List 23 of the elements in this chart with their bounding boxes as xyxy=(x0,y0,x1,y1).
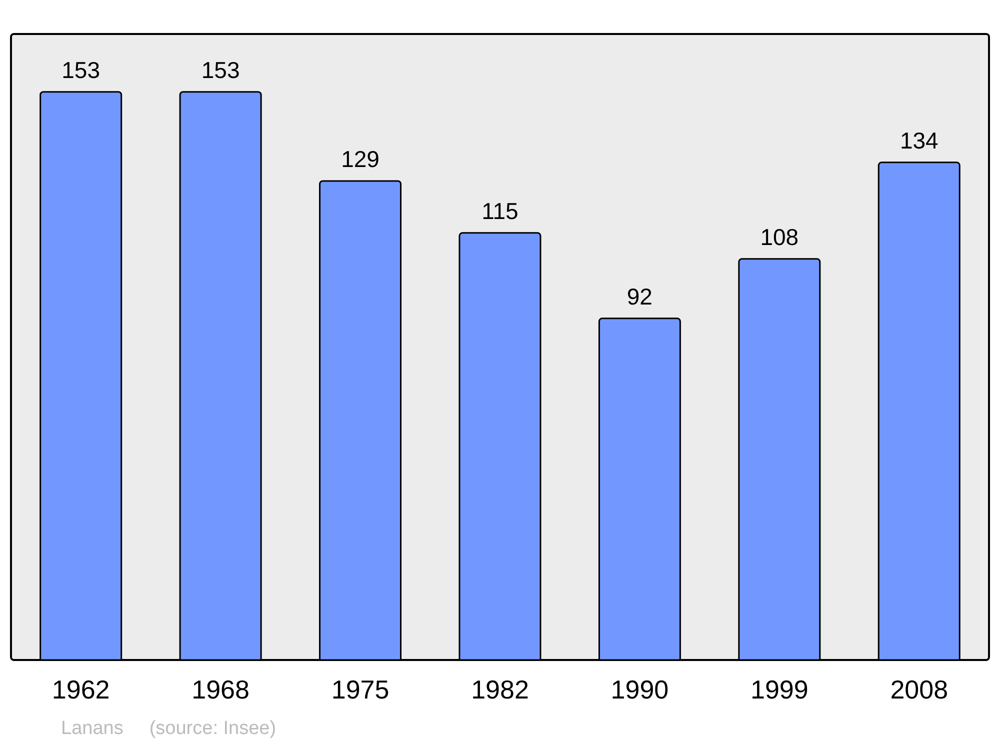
text: Lanans xyxy=(61,718,124,740)
x-tick-label: 1968 xyxy=(192,674,250,704)
data-label: 108 xyxy=(760,224,799,250)
x-tick-label: 1982 xyxy=(471,674,529,704)
bar xyxy=(458,232,542,661)
data-label: 153 xyxy=(201,56,240,83)
x-tick-label: 1999 xyxy=(750,674,808,704)
bar xyxy=(738,258,821,661)
data-label: 92 xyxy=(626,283,652,310)
x-tick-label: 1975 xyxy=(331,674,390,704)
bar xyxy=(319,180,402,661)
bar xyxy=(179,91,262,661)
bar xyxy=(598,318,681,661)
data-label: 129 xyxy=(341,146,380,172)
bar xyxy=(40,91,122,661)
data-label: 115 xyxy=(482,198,518,224)
x-tick-label: 1962 xyxy=(52,674,110,704)
x-tick-label: 2008 xyxy=(890,674,948,704)
data-label: 134 xyxy=(900,127,939,154)
bar xyxy=(878,162,960,661)
x-tick-label: 1990 xyxy=(610,674,669,704)
data-label: 153 xyxy=(62,56,100,83)
text: (source: Insee) xyxy=(149,718,276,740)
